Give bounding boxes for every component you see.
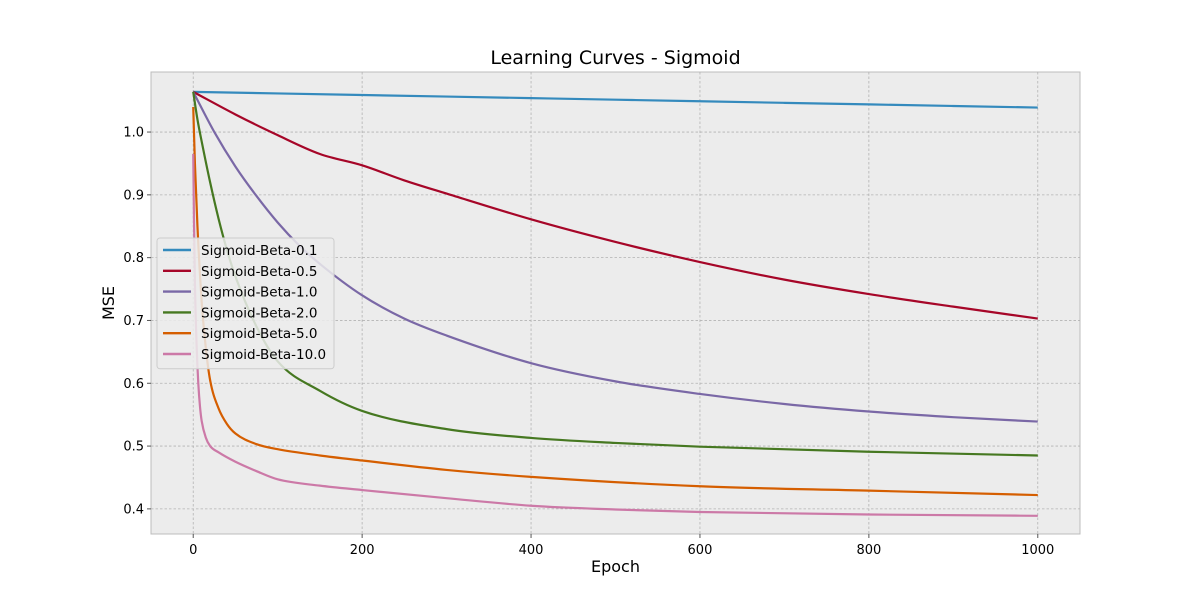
legend-label: Sigmoid-Beta-0.1 bbox=[201, 243, 317, 259]
y-tick-label: 0.4 bbox=[123, 502, 144, 517]
series-line-2 bbox=[192, 90, 1038, 320]
legend: Sigmoid-Beta-0.1 Sigmoid-Beta-0.5 Sigmoid-… bbox=[156, 237, 335, 370]
x-tick-label: 600 bbox=[688, 543, 713, 558]
x-axis-label: Epoch bbox=[591, 557, 640, 576]
legend-label: Sigmoid-Beta-5.0 bbox=[201, 326, 317, 342]
x-axis-ticks: 0 200 400 600 800 1000 bbox=[189, 534, 1054, 558]
x-tick-label: 400 bbox=[519, 543, 544, 558]
legend-label: Sigmoid-Beta-0.5 bbox=[201, 264, 317, 280]
y-axis-label: MSE bbox=[99, 286, 118, 320]
legend-label: Sigmoid-Beta-2.0 bbox=[201, 305, 317, 321]
y-tick-label: 0.8 bbox=[123, 251, 144, 266]
legend-label: Sigmoid-Beta-1.0 bbox=[201, 285, 317, 301]
series-line-1 bbox=[193, 90, 1038, 109]
x-tick-label: 800 bbox=[856, 543, 881, 558]
y-tick-label: 0.7 bbox=[123, 314, 144, 329]
y-axis-ticks: 0.4 0.5 0.6 0.7 0.8 0.9 1.0 bbox=[123, 126, 151, 517]
chart-title: Learning Curves - Sigmoid bbox=[490, 47, 740, 69]
y-tick-label: 1.0 bbox=[123, 126, 144, 141]
series-line-3 bbox=[192, 91, 1038, 423]
y-tick-label: 0.6 bbox=[123, 377, 144, 392]
series-line-4 bbox=[192, 91, 1038, 457]
legend-box bbox=[156, 237, 335, 370]
x-tick-label: 0 bbox=[189, 543, 197, 558]
x-tick-label: 1000 bbox=[1021, 543, 1054, 558]
y-tick-label: 0.5 bbox=[123, 440, 144, 455]
x-tick-label: 200 bbox=[350, 543, 375, 558]
legend-label: Sigmoid-Beta-10.0 bbox=[201, 347, 326, 363]
y-tick-label: 0.9 bbox=[123, 188, 144, 203]
